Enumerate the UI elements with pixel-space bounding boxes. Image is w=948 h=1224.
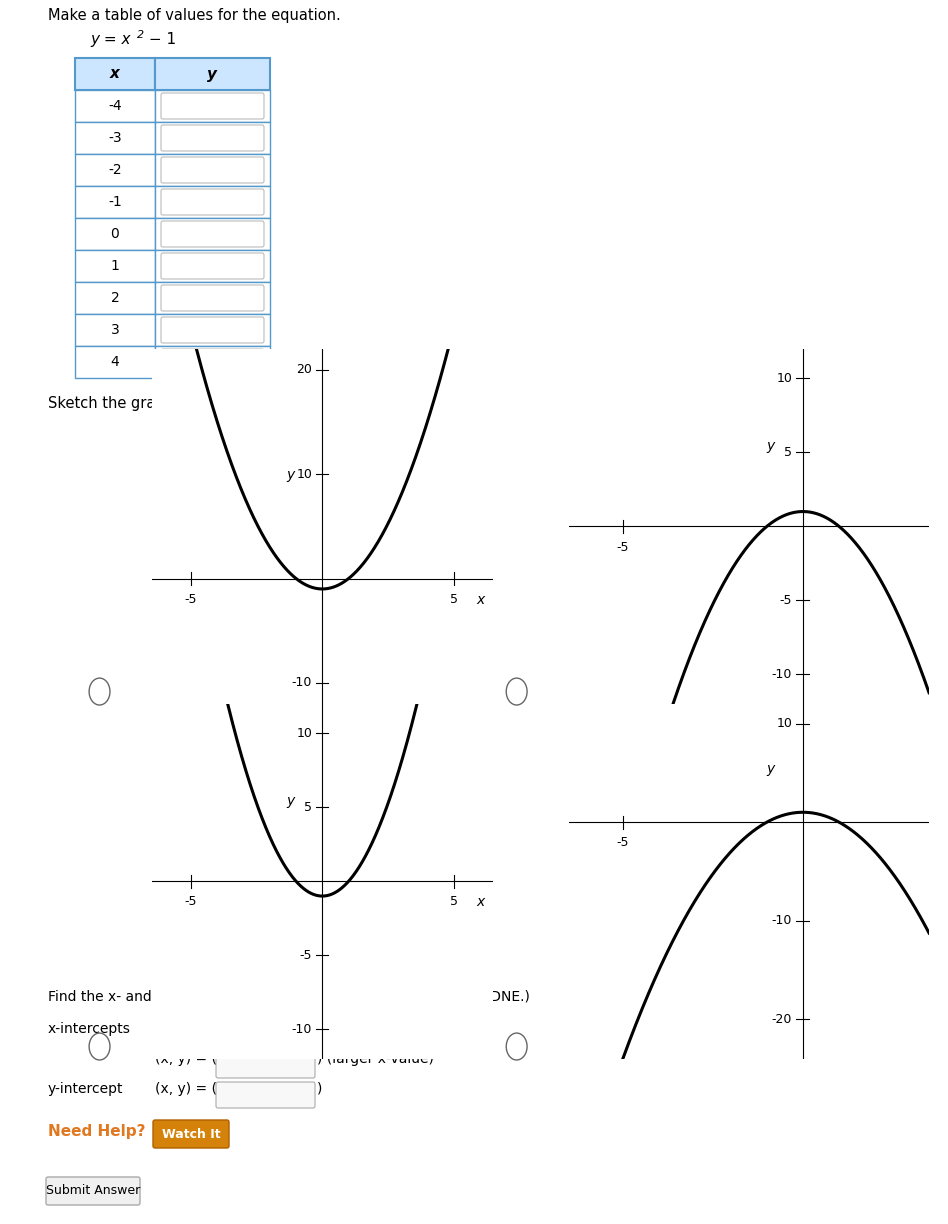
Bar bbox=[155, 218, 270, 250]
Bar bbox=[155, 346, 270, 378]
Text: -2: -2 bbox=[108, 163, 121, 177]
Text: -5: -5 bbox=[779, 594, 793, 607]
Bar bbox=[155, 122, 270, 154]
Text: 20: 20 bbox=[296, 364, 312, 376]
Bar bbox=[155, 186, 270, 218]
Text: 5: 5 bbox=[784, 446, 793, 459]
FancyBboxPatch shape bbox=[161, 188, 264, 215]
Text: (x, y) = (: (x, y) = ( bbox=[155, 1051, 217, 1066]
Text: -4: -4 bbox=[108, 99, 121, 113]
Text: 10: 10 bbox=[776, 717, 793, 730]
Text: x: x bbox=[476, 896, 484, 909]
Text: ): ) bbox=[317, 1082, 322, 1095]
Text: -10: -10 bbox=[772, 668, 793, 681]
Text: ) (smaller x-value): ) (smaller x-value) bbox=[317, 1022, 444, 1036]
Text: y: y bbox=[208, 66, 217, 82]
Text: y: y bbox=[286, 794, 295, 808]
FancyBboxPatch shape bbox=[161, 253, 264, 279]
Bar bbox=[75, 218, 155, 250]
Bar bbox=[155, 250, 270, 282]
Text: (x, y) = (: (x, y) = ( bbox=[155, 1082, 217, 1095]
Bar bbox=[155, 154, 270, 186]
Text: Make a table of values for the equation.: Make a table of values for the equation. bbox=[48, 9, 340, 23]
Text: 5: 5 bbox=[449, 896, 458, 908]
Text: 10: 10 bbox=[296, 727, 312, 739]
Bar bbox=[155, 91, 270, 122]
Bar bbox=[155, 282, 270, 315]
Text: -5: -5 bbox=[185, 592, 197, 606]
Text: 5: 5 bbox=[449, 592, 458, 606]
Text: y: y bbox=[286, 468, 295, 482]
Text: -1: -1 bbox=[108, 195, 122, 209]
Text: y = x: y = x bbox=[90, 32, 131, 47]
Bar bbox=[75, 250, 155, 282]
Text: 0: 0 bbox=[111, 226, 119, 241]
FancyBboxPatch shape bbox=[216, 1051, 315, 1078]
Bar bbox=[75, 91, 155, 122]
Bar bbox=[75, 346, 155, 378]
Text: 4: 4 bbox=[111, 355, 119, 368]
Text: -5: -5 bbox=[616, 541, 629, 553]
Text: Find the x- and y-intercepts. (If an answer does not exist, enter DNE.): Find the x- and y-intercepts. (If an ans… bbox=[48, 990, 530, 1004]
Text: x: x bbox=[110, 66, 120, 82]
FancyBboxPatch shape bbox=[161, 157, 264, 184]
Text: (x, y) = (: (x, y) = ( bbox=[155, 1022, 217, 1036]
FancyBboxPatch shape bbox=[161, 317, 264, 343]
Text: 3: 3 bbox=[111, 323, 119, 337]
FancyBboxPatch shape bbox=[161, 93, 264, 119]
Text: − 1: − 1 bbox=[144, 32, 176, 47]
Bar bbox=[75, 282, 155, 315]
Bar bbox=[75, 186, 155, 218]
Text: -5: -5 bbox=[185, 896, 197, 908]
Text: -3: -3 bbox=[108, 131, 121, 144]
Text: x: x bbox=[476, 592, 484, 607]
Text: 2: 2 bbox=[111, 291, 119, 305]
Text: Watch It: Watch It bbox=[162, 1127, 220, 1141]
FancyBboxPatch shape bbox=[46, 1177, 140, 1204]
Text: y: y bbox=[766, 761, 775, 776]
Text: Submit Answer: Submit Answer bbox=[46, 1185, 140, 1197]
Text: -10: -10 bbox=[292, 677, 312, 689]
Text: y: y bbox=[766, 439, 775, 453]
Text: -5: -5 bbox=[300, 949, 312, 962]
Text: -10: -10 bbox=[292, 1023, 312, 1036]
Text: Need Help?: Need Help? bbox=[48, 1124, 145, 1140]
Text: -10: -10 bbox=[772, 914, 793, 928]
FancyBboxPatch shape bbox=[153, 1120, 229, 1148]
Text: 2: 2 bbox=[137, 31, 144, 40]
FancyBboxPatch shape bbox=[161, 222, 264, 247]
FancyBboxPatch shape bbox=[161, 349, 264, 375]
Bar bbox=[155, 58, 270, 91]
Text: y-intercept: y-intercept bbox=[48, 1082, 123, 1095]
Bar bbox=[75, 122, 155, 154]
Bar bbox=[75, 58, 155, 91]
Text: -20: -20 bbox=[772, 1012, 793, 1026]
FancyBboxPatch shape bbox=[216, 1022, 315, 1048]
Text: -5: -5 bbox=[616, 836, 629, 849]
Bar bbox=[75, 315, 155, 346]
Text: x-intercepts: x-intercepts bbox=[48, 1022, 131, 1036]
Bar bbox=[75, 154, 155, 186]
Text: 10: 10 bbox=[296, 468, 312, 481]
FancyBboxPatch shape bbox=[216, 1082, 315, 1108]
Text: Sketch the graph of the equation.: Sketch the graph of the equation. bbox=[48, 397, 296, 411]
Text: 1: 1 bbox=[111, 259, 119, 273]
Bar bbox=[155, 315, 270, 346]
Text: 5: 5 bbox=[304, 800, 312, 814]
FancyBboxPatch shape bbox=[161, 125, 264, 151]
FancyBboxPatch shape bbox=[161, 285, 264, 311]
Text: ) (larger x-value): ) (larger x-value) bbox=[317, 1051, 434, 1066]
Text: 10: 10 bbox=[776, 372, 793, 384]
